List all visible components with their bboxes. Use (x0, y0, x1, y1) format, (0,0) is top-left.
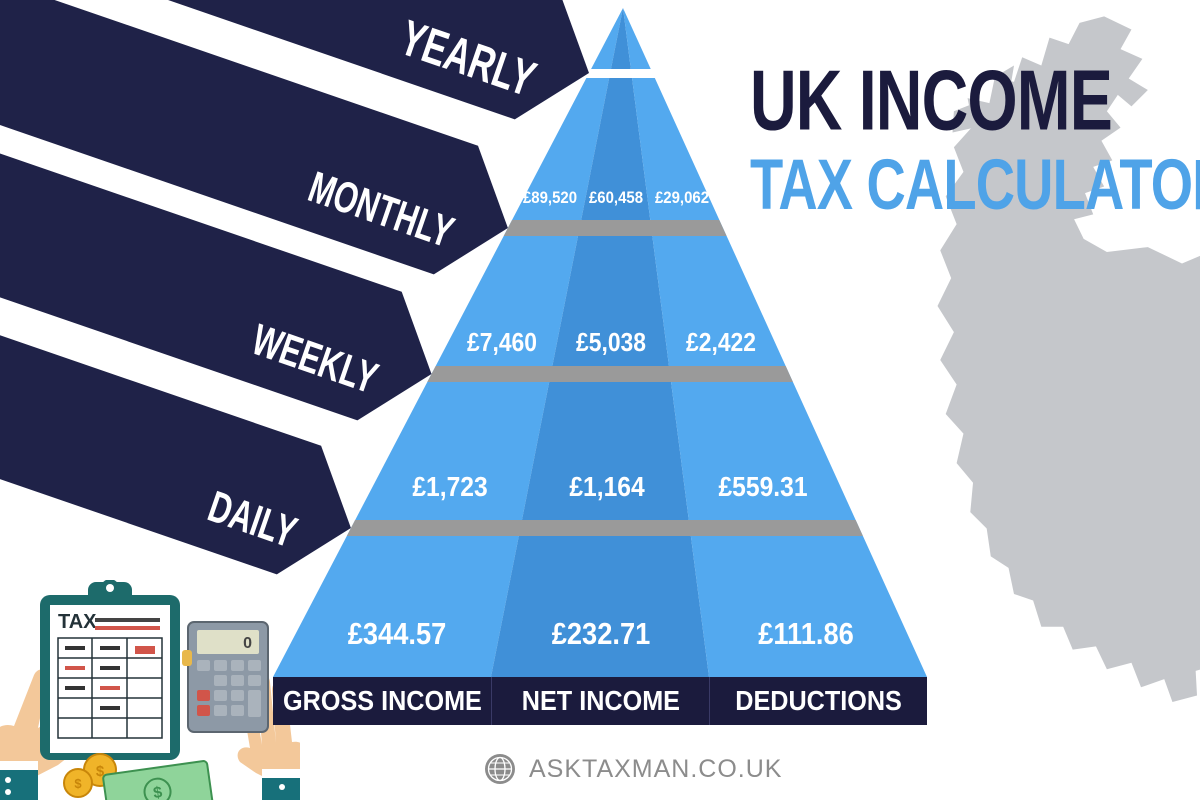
svg-text:£7,460: £7,460 (467, 329, 537, 358)
svg-text:£1,723: £1,723 (412, 471, 487, 503)
svg-text:$: $ (74, 776, 82, 791)
svg-text:£29,062: £29,062 (655, 189, 709, 207)
svg-text:£60,458: £60,458 (589, 189, 643, 207)
svg-text:£344.57: £344.57 (348, 617, 447, 651)
svg-text:0: 0 (243, 635, 252, 652)
svg-text:TAX: TAX (58, 611, 97, 633)
svg-text:£232.71: £232.71 (552, 617, 651, 651)
svg-text:£89,520: £89,520 (523, 189, 577, 207)
svg-text:£5,038: £5,038 (576, 329, 646, 358)
svg-text:£1,164: £1,164 (569, 471, 645, 503)
svg-text:£2,422: £2,422 (686, 329, 756, 358)
